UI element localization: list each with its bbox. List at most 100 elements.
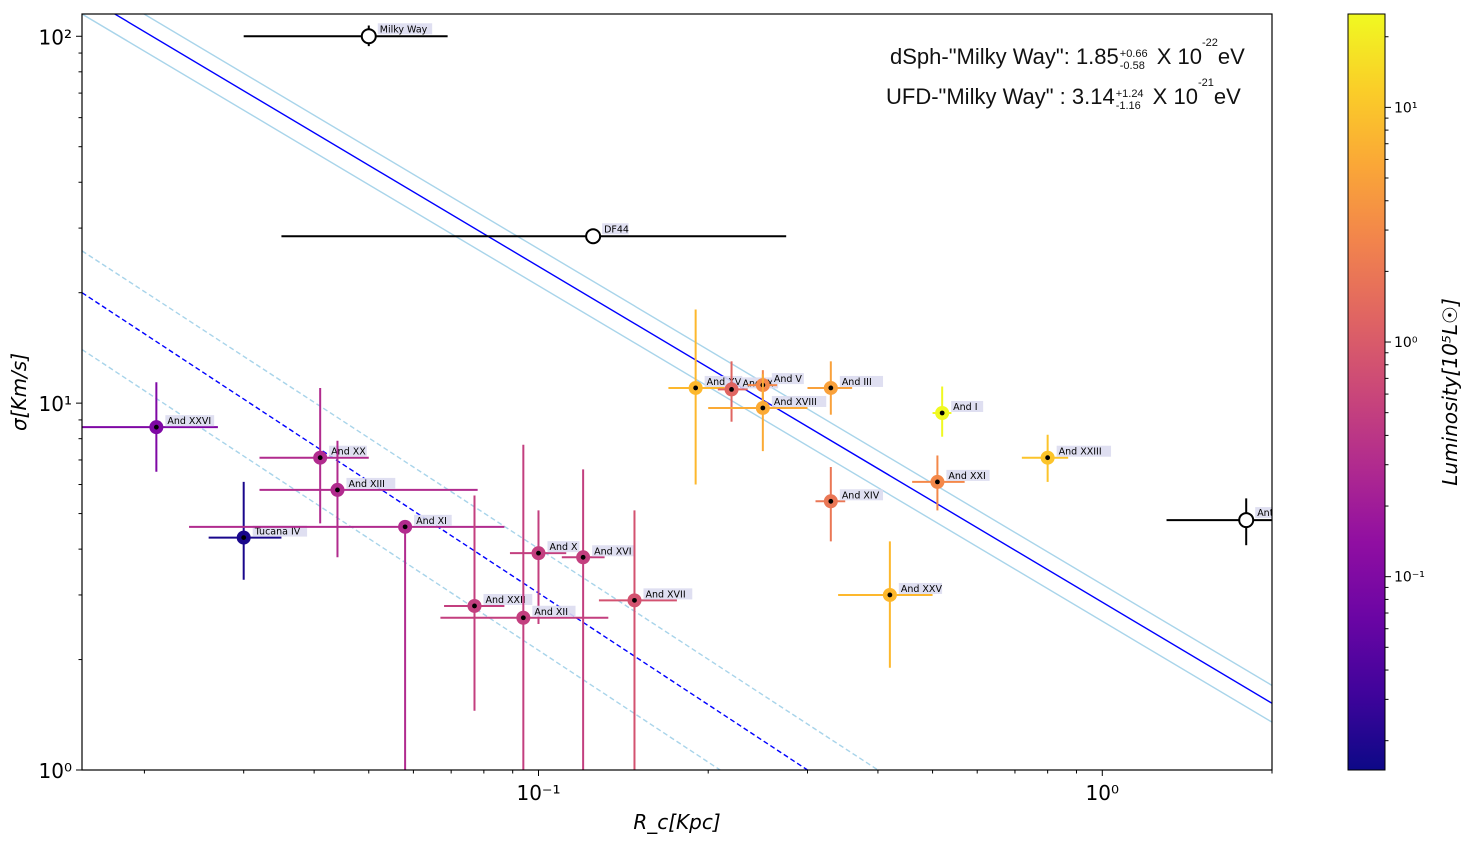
- ufd-exp: -21: [1197, 76, 1214, 89]
- data-marker-core: [402, 524, 408, 530]
- point-label: And XX: [331, 447, 366, 458]
- data-point: And XII: [440, 444, 609, 770]
- point-label-bg: [602, 223, 629, 235]
- point-label: Tucana IV: [254, 527, 301, 538]
- data-marker-core: [693, 385, 699, 391]
- y-tick-label: 10²: [39, 25, 72, 49]
- fit-line-5: [82, 348, 721, 770]
- data-point: And I: [932, 386, 984, 437]
- data-marker-core: [887, 592, 893, 598]
- data-point: And XX: [259, 387, 369, 524]
- y-axis-label: σ[Km/s]: [7, 353, 31, 431]
- data-point: And III: [807, 361, 884, 415]
- point-label: And XVI: [594, 546, 631, 557]
- data-point: And XXII: [444, 495, 533, 711]
- dsph-prefix: dSph-"Milky Way": 1.85: [890, 44, 1119, 69]
- point-label: And XI: [416, 516, 447, 527]
- reference-marker: [585, 228, 602, 245]
- data-marker-core: [939, 410, 945, 416]
- point-label-bg: [839, 375, 884, 387]
- fit-line-3: [82, 292, 808, 770]
- point-label: And XV: [707, 377, 742, 388]
- data-marker-core: [317, 455, 323, 461]
- colorbar-tick-label: 10¹: [1394, 100, 1417, 116]
- point-label-bg: [252, 525, 308, 537]
- ufd-prefix: UFD-"Milky Way" : 3.14: [886, 84, 1115, 109]
- point-label: And XXI: [948, 471, 985, 482]
- point-label-bg: [771, 373, 804, 385]
- data-point: And XI: [189, 514, 505, 770]
- colorbar-tick-label: 10⁰: [1394, 335, 1418, 351]
- fit-line-1: [142, 14, 1272, 687]
- data-marker-core: [472, 603, 477, 609]
- fit-line-0: [113, 14, 1272, 704]
- point-label: And III: [842, 377, 872, 388]
- reference-point: Antlia-2: [1166, 498, 1294, 546]
- data-marker-core: [153, 424, 159, 430]
- point-label: And XXIII: [1059, 447, 1102, 458]
- point-label: And XVIII: [774, 397, 817, 408]
- point-label: DF44: [604, 224, 629, 235]
- fit-line-4: [82, 250, 879, 770]
- data-point: And XXI: [912, 455, 990, 511]
- plot-frame: [81, 13, 1273, 771]
- data-point: And XXV: [838, 541, 943, 668]
- data-point: And XXIII: [1021, 434, 1112, 482]
- data-point: And XV: [668, 309, 743, 485]
- data-marker-core: [632, 597, 637, 603]
- point-label-bg: [946, 469, 990, 481]
- data-marker-core: [729, 387, 734, 392]
- colorbar-label: Luminosity[10⁵L☉]: [1438, 298, 1462, 486]
- data-point: And XVIII: [708, 374, 827, 452]
- colorbar-tick-label: 10⁻¹: [1394, 570, 1425, 586]
- data-marker-core: [828, 385, 834, 391]
- data-marker-core: [935, 479, 940, 485]
- ufd-annotation: UFD-"Milky Way" : 3.14 +1.24 -1.16 X 10-21…: [886, 77, 1241, 112]
- point-label-bg: [898, 582, 943, 594]
- data-marker-core: [520, 615, 526, 621]
- reference-marker: [360, 28, 377, 45]
- point-label: And XXII: [485, 595, 525, 606]
- dsph-minus: -0.58: [1119, 59, 1145, 72]
- data-marker-core: [760, 405, 766, 411]
- data-marker-core: [580, 554, 586, 560]
- x-tick-label: 10⁻¹: [516, 781, 560, 805]
- point-label: And I: [953, 402, 977, 413]
- dsph-exp: -22: [1201, 36, 1218, 49]
- point-label-bg: [592, 545, 636, 557]
- ufd-mid: X 10: [1146, 84, 1198, 109]
- point-label: Antlia-2: [1257, 508, 1294, 519]
- point-label: And X: [549, 542, 578, 553]
- point-label-bg: [839, 489, 884, 501]
- point-label-bg: [329, 445, 367, 457]
- data-marker-core: [241, 535, 247, 541]
- data-marker-core: [828, 498, 834, 504]
- point-label-bg: [547, 541, 580, 553]
- y-tick-label: 10¹: [39, 392, 72, 416]
- colorbar: [1347, 13, 1386, 771]
- data-point: And XVI: [561, 469, 636, 770]
- point-label: And XXV: [901, 584, 943, 595]
- point-label: And XXVI: [167, 416, 211, 427]
- data-point: Tucana IV: [208, 481, 308, 580]
- point-label: Milky Way: [380, 24, 428, 35]
- x-tick-label: 10⁰: [1086, 781, 1119, 805]
- dsph-annotation: dSph-"Milky Way": 1.85 +0.66 -0.58 X 10-22…: [890, 37, 1245, 72]
- dsph-unit: eV: [1217, 44, 1245, 69]
- ufd-plus: +1.24: [1115, 87, 1144, 100]
- point-label-bg: [1255, 507, 1272, 519]
- point-label-bg: [771, 395, 827, 407]
- reference-point: DF44: [281, 223, 787, 245]
- data-marker-core: [335, 487, 340, 493]
- plot-area: Milky Way DF44 Antlia-2 And XXVI Tucana IV An…: [82, 14, 1294, 770]
- point-label-bg: [483, 593, 533, 605]
- point-label-bg: [643, 588, 693, 600]
- ufd-minus: -1.16: [1115, 99, 1141, 112]
- point-label-bg: [346, 477, 396, 489]
- point-label: And XIII: [348, 479, 384, 490]
- data-point: And XIV: [815, 466, 884, 542]
- fit-line-2: [82, 14, 1272, 723]
- dsph-plus: +0.66: [1119, 47, 1148, 60]
